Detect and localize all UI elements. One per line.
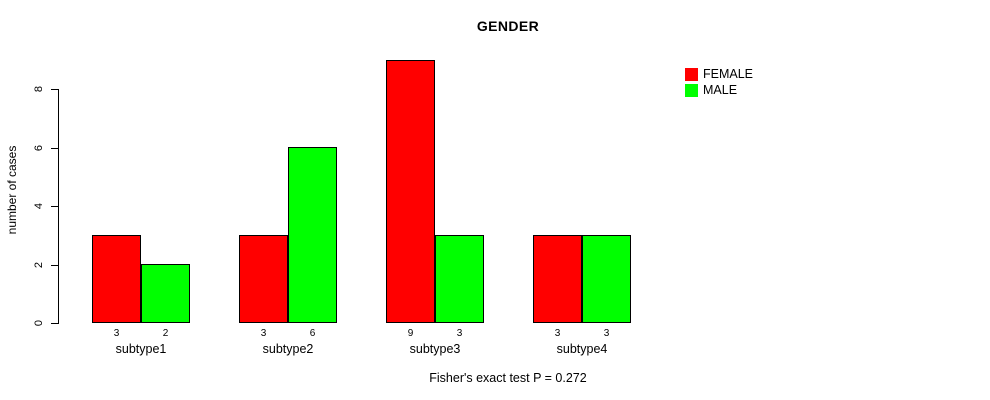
annotation-text: Fisher's exact test P = 0.272 — [429, 371, 587, 385]
bar-female-subtype2 — [239, 235, 288, 323]
legend-item-female: FEMALE — [685, 66, 753, 82]
legend-swatch-male — [685, 83, 698, 97]
bar-female-subtype3 — [386, 60, 435, 323]
bar-male-subtype1 — [141, 264, 190, 323]
bar-male-subtype3 — [435, 235, 484, 323]
y-tick-label: 6 — [33, 144, 45, 152]
legend-label: MALE — [703, 82, 738, 97]
category-label: subtype1 — [115, 342, 167, 356]
bar-value-label: 3 — [456, 328, 463, 339]
bar-value-label: 3 — [260, 328, 267, 339]
bar-value-label: 3 — [603, 328, 610, 339]
y-tick-label: 4 — [33, 202, 45, 210]
category-label: subtype4 — [556, 342, 608, 356]
y-axis-tick — [51, 323, 58, 324]
bar-female-subtype4 — [533, 235, 582, 323]
y-axis-tick — [51, 148, 58, 149]
y-tick-label: 2 — [33, 261, 45, 269]
y-tick-label: 8 — [33, 85, 45, 93]
bar-male-subtype4 — [582, 235, 631, 323]
bar-value-label: 3 — [554, 328, 561, 339]
legend-label: FEMALE — [703, 66, 754, 81]
y-axis-tick — [51, 265, 58, 266]
y-axis-line — [58, 89, 59, 324]
bar-value-label: 6 — [309, 328, 316, 339]
bar-value-label: 2 — [162, 328, 169, 339]
bar-value-label: 3 — [113, 328, 120, 339]
category-label: subtype3 — [409, 342, 461, 356]
legend-swatch-female — [685, 67, 698, 81]
bar-value-label: 9 — [407, 328, 414, 339]
bar-male-subtype2 — [288, 147, 337, 323]
y-axis-tick — [51, 206, 58, 207]
y-axis-title: number of cases — [5, 145, 19, 235]
y-tick-label: 0 — [33, 319, 45, 327]
legend: FEMALE MALE — [685, 66, 753, 98]
legend-item-male: MALE — [685, 82, 753, 98]
bar-female-subtype1 — [92, 235, 141, 323]
y-axis-tick — [51, 89, 58, 90]
chart-title: GENDER — [476, 18, 540, 34]
category-label: subtype2 — [262, 342, 314, 356]
